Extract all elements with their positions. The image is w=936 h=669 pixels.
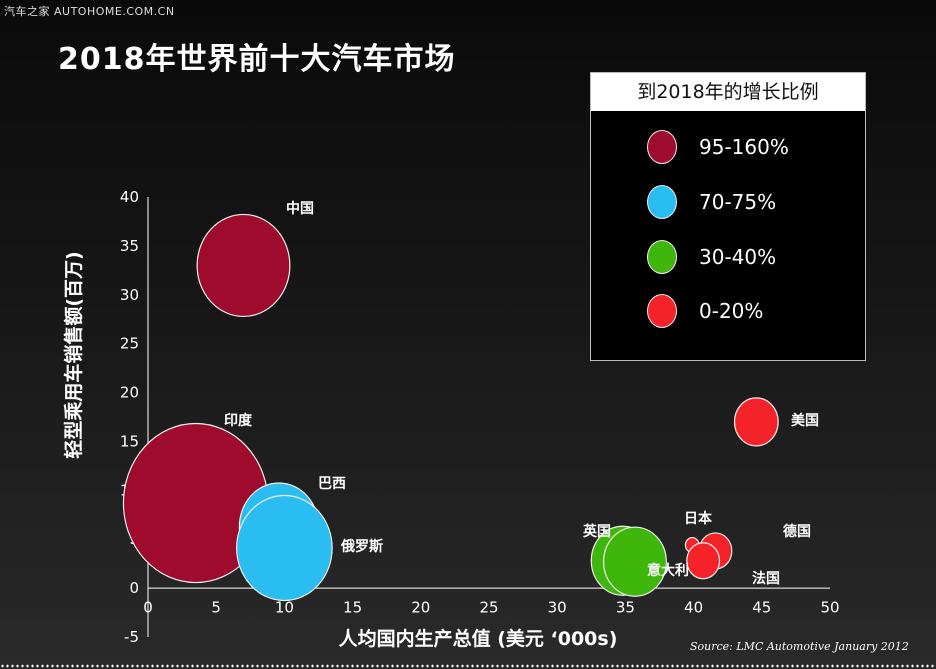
y-tick-label: 20 — [120, 384, 139, 402]
legend-item-0-20: 0-20% — [647, 294, 763, 328]
bubble — [236, 494, 333, 602]
bubble-label: 中国 — [286, 200, 314, 217]
bubble-label: 英国 — [582, 523, 611, 540]
y-tick-label: 25 — [120, 335, 139, 353]
bubble-label: 德国 — [783, 523, 811, 540]
legend-title: 到2018年的增长比例 — [591, 73, 865, 111]
y-tick-label: -5 — [124, 628, 139, 646]
bubble — [196, 213, 291, 318]
y-tick-label: 0 — [129, 579, 139, 597]
legend-label: 95-160% — [699, 135, 789, 159]
legend-dot-70-75 — [647, 185, 677, 219]
x-tick-label: 20 — [411, 599, 430, 617]
legend-item-30-40: 30-40% — [647, 240, 776, 274]
x-tick-label: 25 — [479, 599, 498, 617]
bubble-label: 美国 — [791, 412, 819, 429]
y-tick-label: 35 — [120, 237, 139, 255]
x-tick-label: 35 — [616, 599, 635, 617]
legend-dot-30-40 — [647, 240, 677, 274]
legend-item-70-75: 70-75% — [647, 185, 776, 219]
x-tick-label: 40 — [684, 599, 703, 617]
legend-label: 70-75% — [699, 190, 777, 214]
bubble-label: 意大利 — [647, 562, 689, 579]
y-tick-label: 30 — [120, 286, 139, 304]
bubble-label: 俄罗斯 — [340, 538, 383, 555]
x-tick-label: 5 — [211, 599, 221, 617]
legend-label: 0-20% — [699, 299, 764, 323]
source-note: Source: LMC Automotive January 2012 — [690, 640, 909, 653]
y-tick-label: 40 — [120, 188, 139, 206]
chart-title: 2018年世界前十大汽车市场 — [58, 42, 456, 77]
watermark: 汽车之家 AUTOHOME.COM.CN — [4, 5, 175, 18]
x-axis-title: 人均国内生产总值 (美元 ‘000s) — [339, 627, 618, 650]
y-tick-label: 15 — [120, 432, 139, 450]
x-tick-label: 30 — [548, 599, 567, 617]
bottom-dotted-border — [0, 663, 936, 669]
bubble-label: 法国 — [752, 570, 780, 587]
x-tick-label: 50 — [820, 599, 839, 617]
bubble-label: 印度 — [224, 412, 253, 429]
bubble — [602, 526, 667, 597]
legend: 到2018年的增长比例 95-160% 70-75% 30-40% 0-20% — [590, 72, 866, 361]
y-axis-title: 轻型乘用车销售额(百万) — [62, 251, 85, 458]
bubbles — [122, 213, 779, 602]
legend-dot-0-20 — [647, 294, 677, 328]
x-tick-label: 45 — [752, 599, 771, 617]
bubble-label: 巴西 — [318, 476, 346, 492]
x-tick-label: 0 — [143, 599, 153, 617]
x-tick-label: 10 — [275, 599, 294, 617]
x-tick-label: 15 — [343, 599, 362, 617]
bubble-label: 日本 — [684, 510, 713, 527]
legend-item-95-160: 95-160% — [647, 130, 789, 164]
bubble — [686, 542, 721, 580]
bubble — [733, 397, 779, 447]
legend-label: 30-40% — [699, 245, 777, 269]
legend-dot-95-160 — [647, 130, 677, 164]
